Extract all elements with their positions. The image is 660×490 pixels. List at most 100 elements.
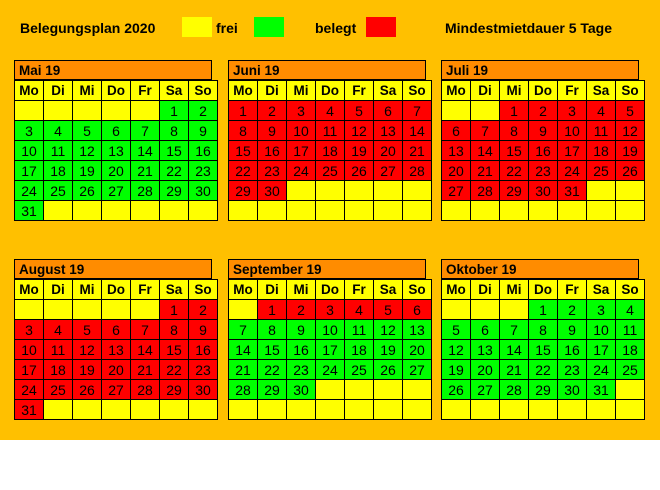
day-cell-empty	[615, 180, 645, 201]
weekday-header: Mi	[286, 80, 316, 101]
weekday-header: Fr	[557, 279, 587, 300]
day-cell-free: 9	[286, 319, 316, 340]
day-cell-booked: 6	[402, 299, 432, 320]
day-cell-free: 22	[257, 359, 287, 380]
month-grid: Mo Di Mi Do Fr Sa So 1 2 3 4 5 6 7 8 9 10 11 12 13 14 15 16 17 1…	[441, 279, 645, 420]
weekday-header: Do	[315, 279, 345, 300]
day-cell-free: 17	[315, 339, 345, 360]
weekday-header: Do	[315, 80, 345, 101]
day-cell-free: 26	[441, 379, 471, 400]
day-cell-empty	[441, 399, 471, 420]
day-cell-free: 29	[257, 379, 287, 400]
day-cell-free: 18	[344, 339, 374, 360]
legend-empty-swatch	[182, 17, 212, 37]
day-cell-free: 25	[344, 359, 374, 380]
weekday-header: Fr	[344, 80, 374, 101]
day-cell-booked: 28	[130, 379, 160, 400]
day-cell-free: 20	[101, 160, 131, 181]
day-cell-booked: 15	[159, 339, 189, 360]
day-cell-booked: 12	[344, 120, 374, 141]
day-cell-booked: 10	[14, 339, 44, 360]
day-cell-free: 28	[130, 180, 160, 201]
day-cell-free: 25	[615, 359, 645, 380]
weekday-header: Mo	[228, 80, 258, 101]
day-cell-free: 6	[470, 319, 500, 340]
day-cell-booked: 19	[615, 140, 645, 161]
day-cell-free: 13	[402, 319, 432, 340]
day-cell-free: 24	[14, 180, 44, 201]
day-cell-free: 21	[130, 160, 160, 181]
month-calendar: August 19 Mo Di Mi Do Fr Sa So 1 2 3 4 5 6 7 8 9 10 11 12 13…	[14, 259, 218, 420]
day-cell-free: 26	[72, 180, 102, 201]
day-cell-booked: 27	[373, 160, 403, 181]
day-cell-free: 5	[441, 319, 471, 340]
weekday-header: Di	[470, 80, 500, 101]
day-cell-empty	[228, 200, 258, 221]
day-cell-free: 20	[470, 359, 500, 380]
day-cell-free: 23	[557, 359, 587, 380]
day-cell-booked: 4	[43, 319, 73, 340]
month-calendar: September 19 Mo Di Mi Do Fr Sa So 1 2 3 4 5 6 7 8 9 10 11 1…	[228, 259, 432, 420]
day-cell-empty	[441, 299, 471, 320]
day-cell-booked: 6	[101, 319, 131, 340]
day-cell-booked: 17	[557, 140, 587, 161]
day-cell-booked: 16	[257, 140, 287, 161]
day-cell-booked: 22	[228, 160, 258, 181]
day-cell-free: 7	[499, 319, 529, 340]
month-title: Oktober 19	[441, 259, 639, 279]
weekday-header: So	[402, 80, 432, 101]
day-cell-booked: 24	[286, 160, 316, 181]
day-cell-empty	[315, 379, 345, 400]
day-cell-empty	[257, 200, 287, 221]
day-cell-free: 10	[586, 319, 616, 340]
day-cell-empty	[101, 399, 131, 420]
day-cell-booked: 4	[344, 299, 374, 320]
day-cell-booked: 30	[257, 180, 287, 201]
weekday-header: Di	[43, 279, 73, 300]
day-cell-free: 22	[159, 160, 189, 181]
day-cell-empty	[257, 399, 287, 420]
day-cell-booked: 31	[557, 180, 587, 201]
day-cell-empty	[43, 399, 73, 420]
day-cell-empty	[344, 399, 374, 420]
weekday-header: Mo	[441, 279, 471, 300]
day-cell-booked: 29	[228, 180, 258, 201]
day-cell-free: 30	[557, 379, 587, 400]
day-cell-empty	[14, 100, 44, 121]
weekday-header: Di	[257, 80, 287, 101]
weekday-header: Do	[528, 279, 558, 300]
day-cell-booked: 29	[499, 180, 529, 201]
weekday-header: Di	[470, 279, 500, 300]
day-cell-free: 18	[615, 339, 645, 360]
day-cell-empty	[402, 399, 432, 420]
day-cell-booked: 3	[286, 100, 316, 121]
weekday-header: So	[188, 279, 218, 300]
day-cell-booked: 25	[43, 379, 73, 400]
weekday-header: Mi	[499, 279, 529, 300]
day-cell-free: 13	[101, 140, 131, 161]
day-cell-empty	[402, 200, 432, 221]
weekday-header: Sa	[373, 80, 403, 101]
day-cell-booked: 19	[344, 140, 374, 161]
day-cell-booked: 14	[130, 339, 160, 360]
day-cell-booked: 19	[72, 359, 102, 380]
day-cell-free: 9	[557, 319, 587, 340]
day-cell-booked: 5	[344, 100, 374, 121]
day-cell-free: 28	[499, 379, 529, 400]
weekday-header: Sa	[373, 279, 403, 300]
day-cell-booked: 13	[101, 339, 131, 360]
day-cell-empty	[14, 299, 44, 320]
day-cell-booked: 6	[373, 100, 403, 121]
day-cell-empty	[130, 399, 160, 420]
day-cell-free: 27	[101, 180, 131, 201]
day-cell-free: 28	[228, 379, 258, 400]
day-cell-free: 6	[101, 120, 131, 141]
day-cell-free: 11	[344, 319, 374, 340]
weekday-header: Mo	[14, 279, 44, 300]
day-cell-free: 27	[402, 359, 432, 380]
day-cell-empty	[188, 399, 218, 420]
day-cell-booked: 9	[188, 319, 218, 340]
month-title: Mai 19	[14, 60, 212, 80]
weekday-header: Fr	[557, 80, 587, 101]
weekday-header: Sa	[586, 80, 616, 101]
